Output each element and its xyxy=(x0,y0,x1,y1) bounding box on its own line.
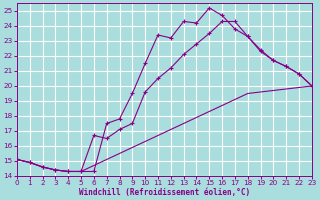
X-axis label: Windchill (Refroidissement éolien,°C): Windchill (Refroidissement éolien,°C) xyxy=(79,188,250,197)
